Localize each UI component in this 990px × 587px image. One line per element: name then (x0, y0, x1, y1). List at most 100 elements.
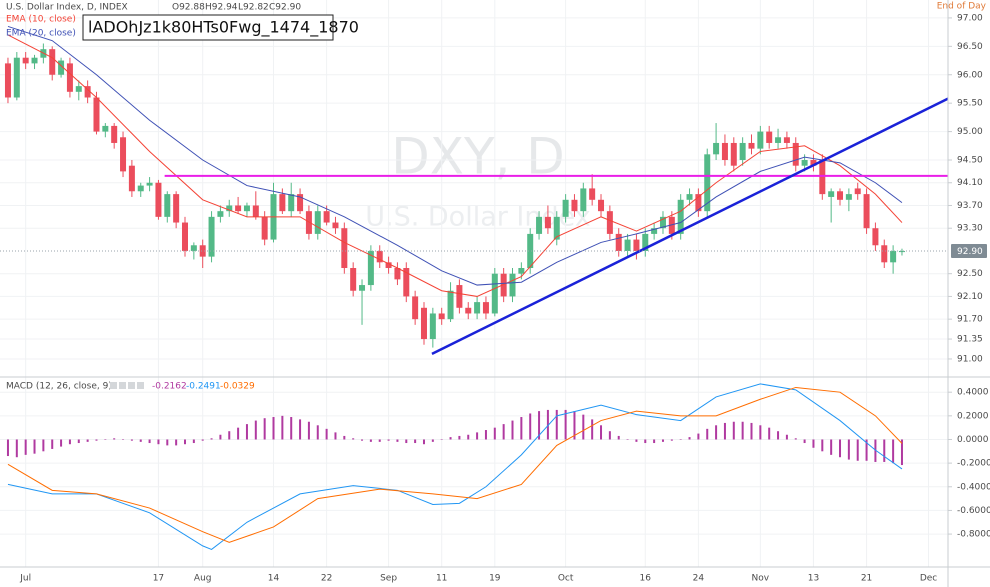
histogram-bar (387, 439, 390, 441)
ohlc-low: L92.82 (238, 3, 269, 13)
histogram-bar (130, 439, 133, 441)
candle-body (394, 268, 401, 280)
histogram-bar (600, 425, 603, 440)
histogram-bar (555, 409, 558, 440)
candle-body (367, 250, 374, 286)
ohlc-high: H92.94 (205, 3, 238, 13)
y-tick-label: 93.70 (957, 201, 983, 211)
histogram-bar (369, 439, 372, 442)
y-tick-label: 93.30 (957, 224, 983, 234)
histogram-bar (697, 433, 700, 440)
x-tick-label: Aug (194, 574, 212, 584)
x-tick-label: 21 (861, 574, 872, 584)
candle-body (465, 307, 472, 314)
candle-body (704, 154, 711, 212)
candle-body (22, 57, 29, 64)
x-tick-label: Nov (752, 574, 770, 584)
histogram-bar (334, 432, 337, 440)
histogram-bar (706, 428, 709, 440)
histogram-bar (148, 439, 151, 444)
histogram-bar (104, 439, 107, 440)
x-tick-label: Oct (558, 574, 574, 584)
y-tick-label: -0.2000 (957, 459, 990, 469)
y-tick-label: 91.00 (957, 354, 983, 364)
x-tick-label: 19 (489, 574, 501, 584)
candle-body (164, 194, 171, 217)
histogram-bar (794, 438, 797, 440)
histogram-bar (777, 431, 780, 440)
candle-body (146, 182, 153, 186)
symbol-title: U.S. Dollar Index, D, INDEX (6, 3, 128, 13)
candle-body (748, 142, 755, 149)
candle-body (801, 160, 808, 166)
candle-body (571, 199, 578, 212)
x-tick-label: 16 (640, 574, 652, 584)
label-box-text: lADOhJz1k80HTs0Fwg_1474_1870 (88, 18, 359, 38)
y-tick-label: 91.35 (957, 335, 983, 345)
y-tick-label: -0.6000 (957, 506, 990, 516)
x-tick-label: 24 (693, 574, 705, 584)
candle-body (544, 216, 551, 229)
candle-body (120, 137, 127, 172)
y-tick-label: 95.50 (957, 99, 983, 109)
histogram-bar (6, 439, 9, 457)
histogram-bar (883, 439, 886, 462)
histogram-bar (529, 413, 532, 440)
histogram-bar (175, 439, 178, 446)
histogram-bar (892, 439, 895, 464)
histogram-bar (361, 439, 364, 441)
candle-body (837, 191, 844, 200)
candle-body (757, 131, 764, 149)
histogram-bar (210, 438, 213, 440)
watermark-sub: U.S. Dollar Index (365, 202, 591, 233)
histogram-bar (281, 415, 284, 440)
macd-readout-signal: -0.0329 (220, 382, 255, 392)
histogram-bar (51, 439, 54, 449)
histogram-bar (431, 439, 434, 442)
histogram-bar (511, 420, 514, 440)
grid (0, 0, 948, 567)
histogram-bar (449, 437, 452, 440)
histogram-bar (201, 439, 204, 441)
candle-body (881, 245, 888, 263)
y-tick-label: -0.8000 (957, 530, 990, 540)
candle-body (863, 194, 870, 229)
icon[interactable] (137, 382, 144, 389)
histogram-bar (644, 439, 647, 444)
histogram-bar (768, 427, 771, 440)
icon[interactable] (128, 382, 135, 389)
legend-icons (110, 382, 144, 389)
candle-body (261, 216, 268, 240)
candle-body (651, 228, 658, 234)
histogram-bar (750, 422, 753, 440)
histogram-bar (113, 438, 116, 440)
histogram-bar (166, 439, 169, 446)
candle-body (677, 199, 684, 234)
histogram-bar (812, 439, 815, 448)
candle-body (323, 211, 330, 223)
candle-body (518, 268, 525, 274)
histogram-bar (139, 439, 142, 442)
candle-body (456, 285, 463, 308)
y-tick-label: 97.00 (957, 13, 983, 23)
candle-body (403, 268, 410, 297)
y-tick-label: 0.4000 (957, 388, 989, 398)
candle-body (766, 131, 773, 143)
histogram-bar (715, 425, 718, 440)
histogram-bar (228, 431, 231, 440)
candle-body (810, 160, 817, 166)
ema10-legend: EMA (10, close) (6, 15, 76, 25)
histogram-bar (865, 439, 868, 461)
histogram-bar (653, 439, 656, 444)
icon[interactable] (119, 382, 126, 389)
candle-body (474, 302, 481, 314)
ema20-legend: EMA (20, close) (6, 29, 76, 39)
candle-body (872, 228, 879, 246)
x-tick-label: Sep (380, 574, 397, 584)
histogram-bar (42, 439, 45, 452)
candle-body (500, 273, 507, 297)
y-tick-label: 94.50 (957, 156, 983, 166)
icon[interactable] (110, 382, 117, 389)
y-tick-label: 92.50 (957, 269, 983, 279)
histogram-bar (254, 420, 257, 440)
